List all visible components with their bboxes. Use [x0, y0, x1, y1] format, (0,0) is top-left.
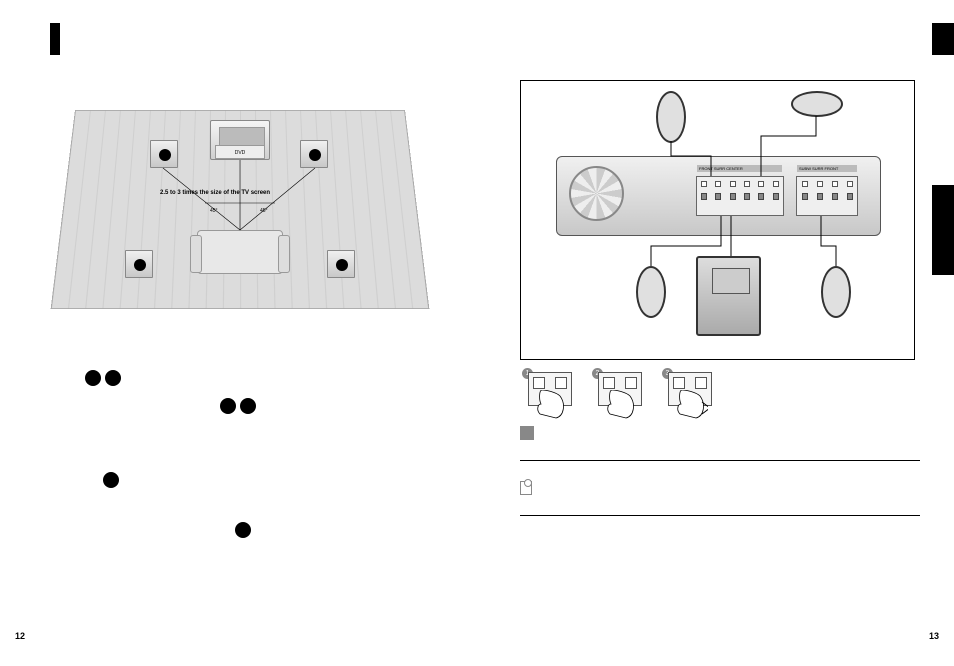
bullet-dot-icon [105, 370, 121, 386]
bullet-item [235, 522, 251, 538]
caution-icon [520, 426, 534, 440]
section-tab-right-side [932, 185, 954, 275]
page-right: FRONT SURR CENTER SUBW SURR FRONT 1 [520, 80, 920, 516]
bullet-item [85, 370, 121, 386]
placement-bullet-list [85, 370, 450, 560]
bullet-dot-icon [235, 522, 251, 538]
connection-step: 3 [668, 372, 720, 406]
bullet-dot-icon [240, 398, 256, 414]
divider [520, 515, 920, 516]
connection-steps: 1 2 3 [528, 372, 920, 406]
speaker-wires-icon [521, 81, 914, 359]
page-number-right: 13 [929, 631, 939, 641]
connection-step: 2 [598, 372, 650, 406]
page-number-left: 12 [15, 631, 25, 641]
hand-release-icon [676, 390, 708, 420]
rear-right-speaker-icon [327, 250, 355, 278]
rear-left-speaker-icon [125, 250, 153, 278]
angle-right-label: 45° [260, 208, 268, 214]
divider [520, 460, 920, 461]
distance-note: 2.5 to 3 times the size of the TV screen [160, 190, 270, 196]
front-left-speaker-icon [150, 140, 178, 168]
connection-step: 1 [528, 372, 580, 406]
sofa-icon [197, 230, 283, 274]
hand-insert-icon [606, 390, 638, 420]
bullet-item [103, 472, 119, 488]
wiring-diagram: FRONT SURR CENTER SUBW SURR FRONT [520, 80, 915, 360]
page-left: DVD 2.5 to 3 times the size of the TV sc… [50, 100, 450, 560]
bullet-dot-icon [85, 370, 101, 386]
caution-note [520, 426, 920, 440]
front-right-speaker-icon [300, 140, 328, 168]
bullet-item [220, 398, 256, 414]
memo-icon [520, 481, 532, 495]
bullet-dot-icon [220, 398, 236, 414]
section-tab-left [50, 23, 60, 55]
dvd-player-icon: DVD [215, 145, 265, 159]
angle-left-label: 45° [210, 208, 218, 214]
memo-note [520, 481, 920, 495]
bullet-dot-icon [103, 472, 119, 488]
speaker-placement-diagram: DVD 2.5 to 3 times the size of the TV sc… [75, 110, 405, 320]
section-tab-right-top [932, 23, 954, 55]
hand-press-icon [536, 390, 568, 420]
